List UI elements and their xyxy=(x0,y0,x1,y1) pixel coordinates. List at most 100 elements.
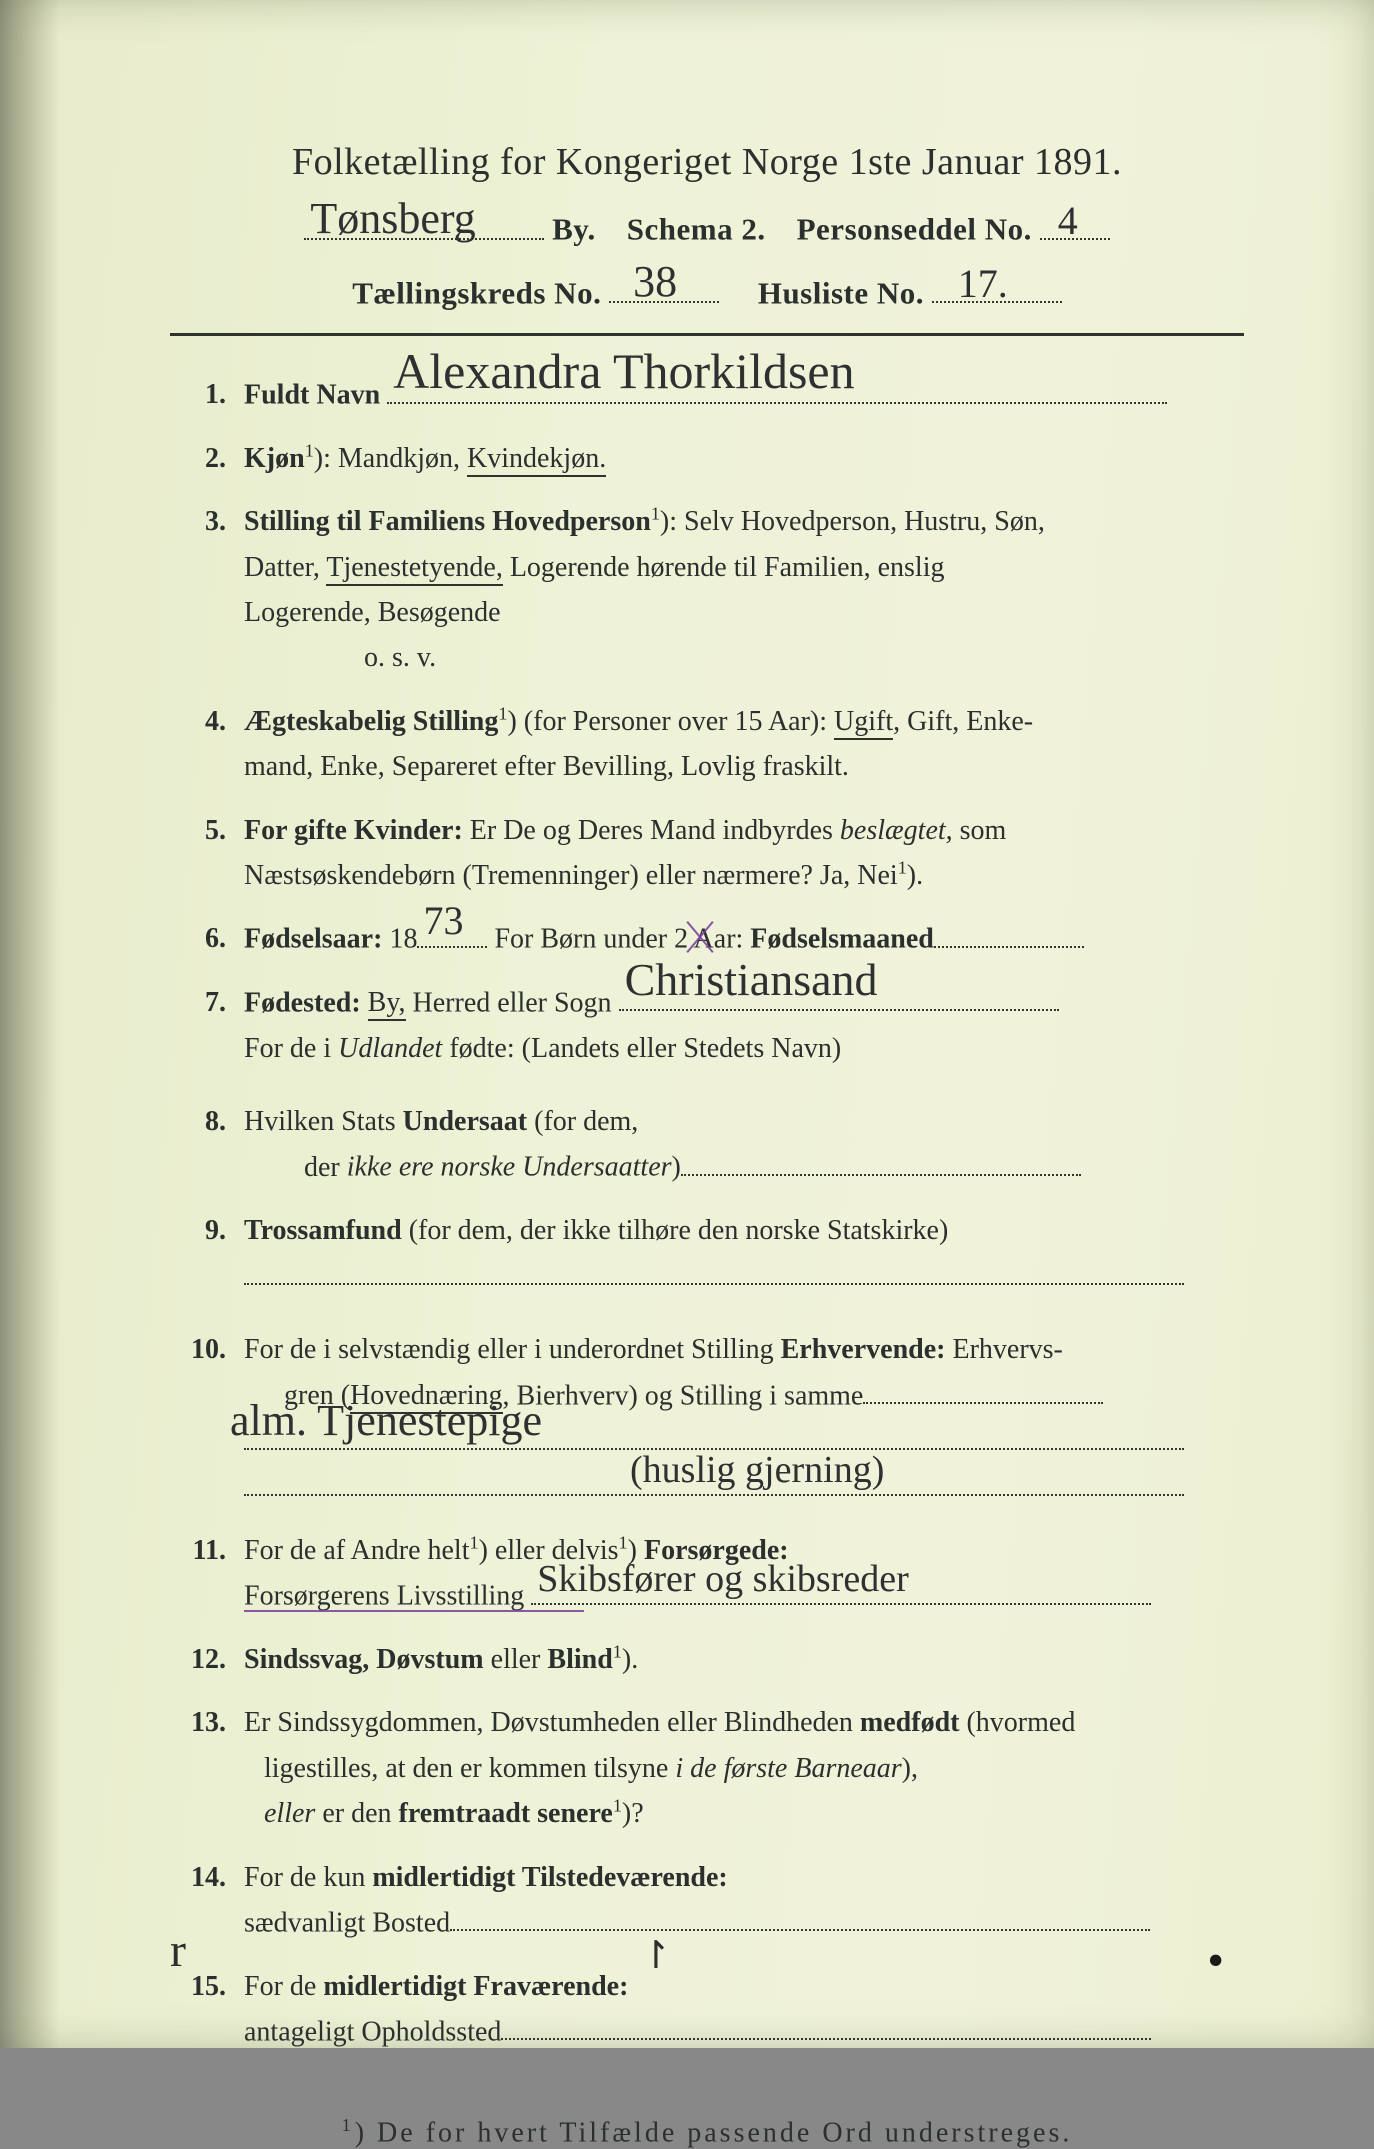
kreds-no-field: 38 xyxy=(609,266,719,304)
q14-field xyxy=(450,1900,1150,1931)
q6-label: Fødselsaar: xyxy=(244,924,382,955)
q5-beslaegtet: beslægtet, xyxy=(840,815,953,846)
q6-prefix: 18 xyxy=(382,924,417,955)
q2: 2. Kjøn1): Mandkjøn, Kvindekjøn. xyxy=(170,436,1244,481)
q9-num: 9. xyxy=(170,1208,226,1253)
q8-line1b: (for dem, xyxy=(527,1106,638,1137)
q8-line1a: Hvilken Stats xyxy=(244,1106,403,1137)
form-header: Folketælling for Kongeriget Norge 1ste J… xyxy=(170,140,1244,311)
q14-line2: sædvanligt Bosted xyxy=(244,1907,450,1938)
q12-label: Sindssvag, Døvstum xyxy=(244,1644,484,1675)
q5-line1b: som xyxy=(953,815,1007,846)
q10-hw1: alm. Tjenestepige xyxy=(224,1385,548,1456)
q2-num: 2. xyxy=(170,436,226,481)
q13-label2: fremtraadt senere xyxy=(399,1798,613,1829)
stray-mark-left: r xyxy=(170,1923,186,1978)
q4-num: 4. xyxy=(170,699,226,744)
q13-line2b: ), xyxy=(902,1753,918,1784)
q8-line2b: ) xyxy=(672,1152,681,1183)
q11-line2a: Forsørgerens Livsstilling xyxy=(244,1581,531,1612)
q10-field1 xyxy=(863,1373,1103,1404)
q14-line1a: For de kun xyxy=(244,1862,372,1893)
q12-tail: ). xyxy=(622,1644,638,1675)
q5-label: For gifte Kvinder: xyxy=(244,815,463,846)
q4-label: Ægteskabelig Stilling xyxy=(244,706,498,737)
by-label: By. xyxy=(552,212,596,247)
q14: 14. For de kun midlertidigt Tilstedevære… xyxy=(170,1855,1244,1946)
q12-mid: eller xyxy=(484,1644,548,1675)
stray-mark-mid: ↾ xyxy=(640,1933,672,1978)
purple-underline-q11 xyxy=(244,1610,584,1612)
q13-line3a: er den xyxy=(315,1798,398,1829)
q8-num: 8. xyxy=(170,1099,226,1144)
q10-label: Erhvervende: xyxy=(781,1334,946,1365)
q13-eller: eller xyxy=(244,1798,315,1829)
q12: 12. Sindssvag, Døvstum eller Blind1). xyxy=(170,1637,1244,1682)
q2-sup: 1 xyxy=(305,441,314,461)
q8-line2it: ikke ere norske Undersaatter xyxy=(347,1152,672,1183)
q6-year-field: 73 xyxy=(417,916,487,947)
q13-line2a: ligestilles, at den er kommen tilsyne xyxy=(244,1753,675,1784)
q1-num: 1. xyxy=(170,372,226,417)
q3: 3. Stilling til Familiens Hovedperson1):… xyxy=(170,499,1244,680)
personseddel-no-hw: 4 xyxy=(1052,197,1084,244)
q12-num: 12. xyxy=(170,1637,226,1682)
q3-line2b: Logerende hørende til Familien, enslig xyxy=(503,552,945,583)
q15: 15. For de midlertidigt Fraværende: anta… xyxy=(170,1964,1244,2055)
city-handwritten: Tønsberg xyxy=(304,193,481,244)
q8-field xyxy=(681,1144,1081,1175)
q13-label: medfødt xyxy=(860,1707,960,1738)
q3-line3: Logerende, Besøgende xyxy=(244,597,501,628)
personseddel-label: Personseddel No. xyxy=(797,212,1032,247)
q3-tjenestetyende: Tjenestetyende, xyxy=(326,552,502,586)
q15-line2: antageligt Opholdssted xyxy=(244,2016,501,2047)
q8-line2a: der xyxy=(244,1152,347,1183)
q14-label: midlertidigt Tilstedeværende: xyxy=(372,1862,727,1893)
husliste-no-hw: 17. xyxy=(952,260,1014,307)
q4-line2: mand, Enke, Separeret efter Bevilling, L… xyxy=(244,751,849,782)
stray-mark-right: • xyxy=(1207,1933,1224,1988)
husliste-no-field: 17. xyxy=(932,266,1062,304)
q10-hw2: (huslig gjerning) xyxy=(624,1440,890,1502)
q15-line1a: For de xyxy=(244,1971,323,2002)
q10-field3: (huslig gjerning) xyxy=(244,1464,1184,1495)
q15-field xyxy=(501,2009,1151,2040)
q13-num: 13. xyxy=(170,1700,226,1745)
q1: 1. Fuldt Navn Alexandra Thorkildsen xyxy=(170,372,1244,418)
q9-field xyxy=(244,1254,1184,1285)
q2-text1: ): Mandkjøn, xyxy=(314,443,467,474)
q13: 13. Er Sindssygdommen, Døvstumheden elle… xyxy=(170,1700,1244,1836)
q10: 10. For de i selvstændig eller i underor… xyxy=(170,1327,1244,1510)
q7-line1a: Herred eller Sogn xyxy=(406,987,619,1018)
q5-line1a: Er De og Deres Mand indbyrdes xyxy=(463,815,840,846)
q7-udlandet: Udlandet xyxy=(338,1033,442,1064)
q8-label: Undersaat xyxy=(403,1106,527,1137)
q9: 9. Trossamfund (for dem, der ikke tilhør… xyxy=(170,1208,1244,1299)
q10-line2b: , Bierhverv) og Stilling i samme xyxy=(503,1380,864,1411)
q10-num: 10. xyxy=(170,1327,226,1372)
schema-label: Schema 2. xyxy=(627,212,766,247)
q6-month-field xyxy=(934,916,1084,947)
q7-place-field: Christiansand xyxy=(619,980,1059,1011)
q3-line4: o. s. v. xyxy=(244,642,436,673)
q5: 5. For gifte Kvinder: Er De og Deres Man… xyxy=(170,808,1244,899)
q7-num: 7. xyxy=(170,980,226,1025)
q11-field: Skibsfører og skibsreder xyxy=(531,1573,1151,1604)
q11: 11. For de af Andre helt1) eller delvis1… xyxy=(170,1528,1244,1619)
q4-line1a: ) (for Personer over 15 Aar): xyxy=(507,706,834,737)
city-field: Tønsberg xyxy=(304,202,544,240)
q1-name-hw: Alexandra Thorkildsen xyxy=(387,331,860,412)
q2-label: Kjøn xyxy=(244,443,305,474)
q10-line1b: Erhvervs- xyxy=(945,1334,1062,1365)
q3-label: Stilling til Familiens Hovedperson xyxy=(244,506,651,537)
q15-label: midlertidigt Fraværende: xyxy=(323,1971,628,2002)
q3-num: 3. xyxy=(170,499,226,544)
q7-by: By, xyxy=(368,987,406,1021)
census-form-page: Folketælling for Kongeriget Norge 1ste J… xyxy=(0,0,1374,2048)
header-line-3: Tællingskreds No. 38 Husliste No. 17. xyxy=(170,266,1244,312)
q1-label: Fuldt Navn xyxy=(244,380,380,411)
footnote-text: ) De for hvert Tilfælde passende Ord und… xyxy=(355,2117,1073,2148)
q9-line1: (for dem, der ikke tilhøre den norske St… xyxy=(402,1215,949,1246)
q5-sup: 1 xyxy=(898,858,907,878)
q11-num: 11. xyxy=(170,1528,226,1573)
